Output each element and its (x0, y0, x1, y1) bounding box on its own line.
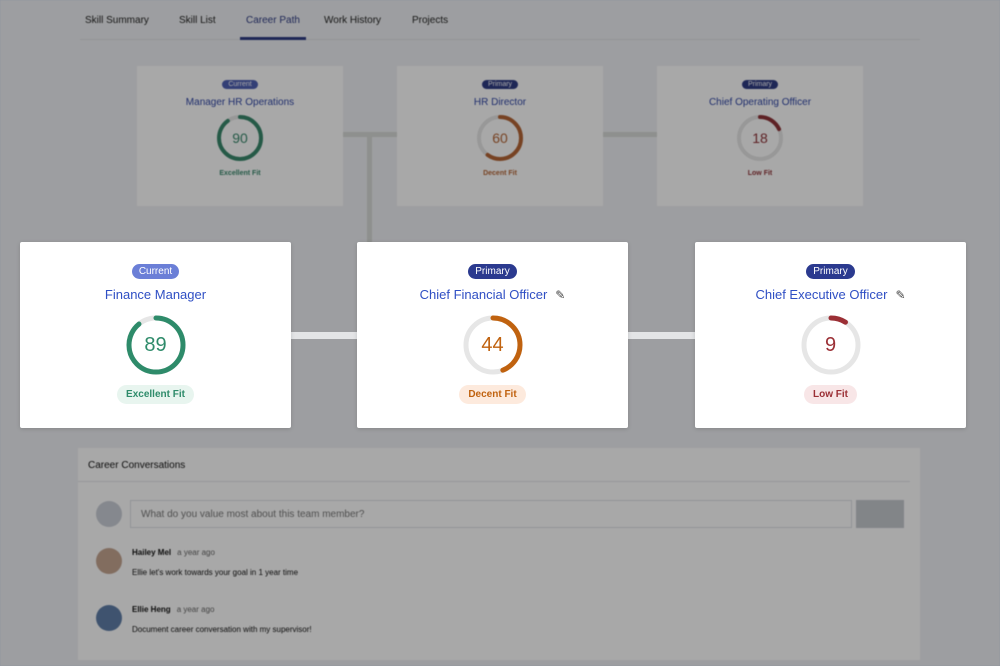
message-text: Ellie let's work towards your goal in 1 … (132, 568, 299, 577)
fit-badge: Low Fit (747, 170, 773, 177)
path-connector (367, 134, 372, 244)
career-node-card[interactable]: Current Finance Manager 89 Excellent Fit (20, 242, 291, 428)
score-ring-fill (126, 315, 185, 375)
role-badge: Current (131, 264, 180, 279)
role-badge: Primary (806, 264, 855, 279)
fit-score: 90 (232, 130, 248, 146)
tab-skill-list[interactable]: Skill List (179, 15, 216, 26)
timestamp: a year ago (176, 605, 215, 614)
role-badge: Current (222, 80, 258, 89)
tab-career-path[interactable]: Career Path (240, 15, 306, 40)
avatar (96, 548, 122, 574)
role-title[interactable]: Chief Executive Officer (755, 287, 888, 302)
fit-score: 9 (824, 333, 837, 356)
fit-badge: Decent Fit (483, 170, 517, 177)
career-node-card[interactable]: Primary Chief Executive Officer ✎ 9 Low F… (695, 242, 966, 428)
score-ring (217, 115, 263, 161)
score-ring-fill (801, 315, 860, 375)
current-user-avatar (96, 501, 122, 527)
path-connector (291, 332, 357, 339)
score-ring (801, 315, 860, 375)
fit-badge: Low Fit (804, 385, 857, 404)
career-node-card[interactable]: Primary HR Director 60 Decent Fit (397, 66, 603, 206)
send-button[interactable] (856, 500, 904, 528)
pencil-icon[interactable]: ✎ (895, 287, 906, 302)
score-ring-fill (477, 115, 523, 161)
timestamp: a year ago (177, 548, 215, 557)
role-badge: Primary (741, 80, 779, 89)
fit-score: 60 (492, 130, 508, 146)
role-title[interactable]: Finance Manager (104, 287, 207, 302)
role-title[interactable]: Chief Financial Officer (419, 287, 548, 302)
path-connector (603, 132, 657, 137)
section-title: Career Conversations (78, 448, 910, 482)
message-text: Document career conversation with my sup… (132, 625, 312, 634)
fit-score: 89 (144, 333, 167, 356)
career-conversations-panel: Career Conversations Hailey Mel a year ag… (78, 448, 920, 660)
fit-badge: Excellent Fit (117, 385, 194, 404)
career-node-card[interactable]: Primary Chief Financial Officer ✎ 44 Dece… (357, 242, 628, 428)
role-title[interactable]: Manager HR Operations (185, 97, 295, 108)
career-node-card[interactable]: Primary Chief Operating Officer 18 Low F… (657, 66, 863, 206)
avatar (96, 605, 122, 631)
path-connector (628, 332, 695, 339)
role-title[interactable]: Chief Operating Officer (708, 97, 812, 108)
score-ring (737, 115, 783, 161)
role-badge: Primary (468, 264, 517, 279)
fit-badge: Excellent Fit (219, 170, 261, 177)
fit-score: 18 (752, 130, 768, 146)
tab-projects[interactable]: Projects (412, 15, 449, 26)
tab-skill-summary[interactable]: Skill Summary (85, 15, 149, 26)
profile-tabs: Skill Summary Skill List Career Path Wor… (80, 0, 920, 40)
fit-score: 44 (481, 333, 504, 356)
role-badge: Primary (481, 80, 519, 89)
author-name: Hailey Mel (132, 548, 172, 557)
score-ring-fill (737, 115, 783, 161)
fit-badge: Decent Fit (459, 385, 526, 404)
pencil-icon[interactable]: ✎ (555, 287, 566, 302)
tab-work-history[interactable]: Work History (324, 15, 382, 26)
score-ring (463, 315, 522, 375)
conversation-input[interactable] (130, 500, 852, 528)
score-ring (477, 115, 523, 161)
score-ring-fill (217, 115, 263, 161)
career-node-card[interactable]: Current Manager HR Operations 90 Excelle… (137, 66, 343, 206)
score-ring-fill (463, 315, 522, 375)
author-name: Ellie Heng (132, 605, 171, 614)
role-title[interactable]: HR Director (473, 97, 527, 108)
score-ring (126, 315, 185, 375)
